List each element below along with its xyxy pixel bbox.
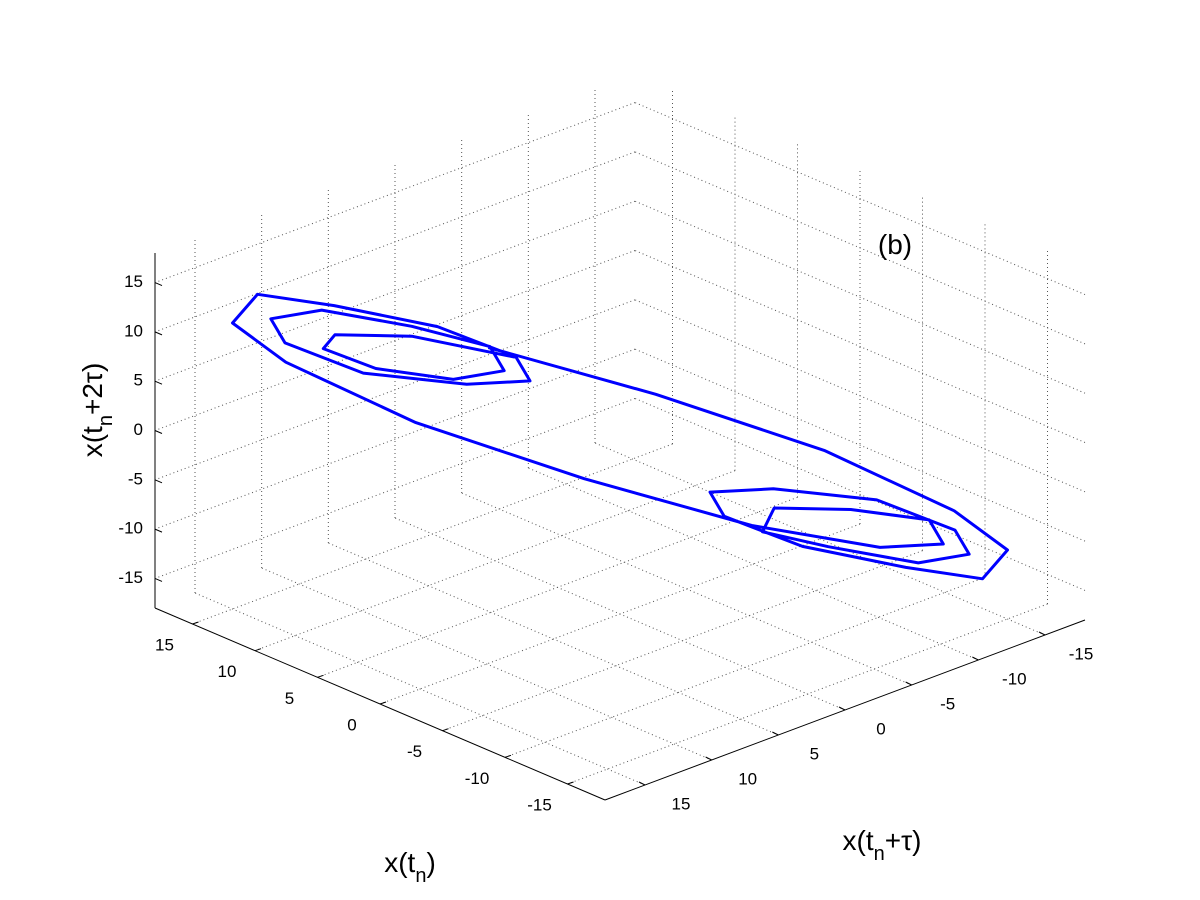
grid-line	[154, 250, 636, 431]
z-tick-label: 15	[124, 272, 143, 291]
z-tick-label: -15	[118, 568, 143, 587]
tick-mark	[905, 681, 912, 686]
tick-mark	[254, 648, 262, 652]
x-axis-label: x(tn)	[384, 847, 436, 887]
z-tick-label: 0	[134, 420, 143, 439]
tick-mark	[1038, 631, 1046, 636]
tick-mark	[638, 781, 646, 786]
grid-line	[634, 102, 1086, 296]
x-tick-label: 0	[347, 715, 356, 734]
label-part: +2τ)	[77, 363, 108, 415]
grid-line	[154, 151, 636, 333]
grid-line	[634, 250, 1086, 443]
tick-mark	[154, 577, 163, 582]
grid-line	[154, 397, 636, 579]
tick-mark	[154, 430, 163, 434]
grid-line	[461, 492, 912, 686]
grid-line	[154, 102, 636, 284]
grid-line	[634, 200, 1086, 394]
label-part: +τ)	[885, 825, 922, 856]
plot-area	[231, 292, 1009, 581]
label-part: x(t	[843, 825, 874, 856]
x-tick-label: 5	[285, 689, 294, 708]
y-axis-label: x(tn+τ)	[843, 825, 922, 865]
tick-mark	[154, 380, 163, 385]
tick-mark	[442, 728, 449, 732]
x-tick-label: 10	[218, 662, 237, 681]
x-tick-label: -10	[465, 769, 490, 788]
grid-line	[634, 348, 1086, 542]
label-part: x(t	[384, 847, 415, 878]
x-tick-label: -5	[407, 742, 422, 761]
grid-line	[634, 299, 1086, 493]
tick-mark	[154, 528, 163, 533]
grid-line	[154, 348, 636, 530]
x-tick-label: 15	[155, 635, 174, 654]
tick-mark	[154, 282, 163, 287]
z-tick-label: 10	[124, 321, 143, 340]
axes: -15 -10 -5 0 5 10 15 -15 -10 -5 0 5 10 15 -15 -10 -5 0 5 10…	[118, 253, 1093, 814]
grid-line	[634, 151, 1086, 345]
y-tick-label: 0	[876, 719, 885, 738]
tick-mark	[192, 621, 199, 625]
label-subscript: n	[415, 865, 426, 887]
z-tick-label: -10	[118, 519, 143, 538]
y-tick-label: -10	[1002, 669, 1027, 688]
annotation: (b)	[878, 229, 912, 260]
y-tick-label: -5	[940, 694, 955, 713]
grid-line	[154, 299, 636, 481]
grid	[154, 88, 1086, 786]
label-subscript: n	[95, 415, 117, 426]
tick-mark	[154, 479, 163, 484]
label-part: x(t	[77, 426, 108, 457]
tick-mark	[838, 706, 846, 711]
tick-mark	[504, 754, 512, 758]
tick-mark	[567, 781, 574, 785]
grid-line	[154, 200, 636, 382]
z-axis-label: x(tn+2τ)	[77, 363, 117, 458]
z-tick-label: 5	[134, 371, 143, 390]
grid-line	[328, 542, 779, 736]
tick-mark	[705, 756, 712, 761]
tick-mark	[772, 731, 779, 736]
grid-line	[394, 517, 846, 711]
y-tick-label: 10	[738, 769, 757, 788]
grid-line	[634, 397, 1086, 591]
label-subscript: n	[874, 843, 885, 865]
y-tick-label: -15	[1069, 644, 1094, 663]
grid-line	[594, 442, 1046, 636]
x-tick-label: -15	[527, 795, 552, 814]
z-tick-label: -5	[128, 469, 143, 488]
grid-line	[528, 467, 979, 661]
label-part: )	[426, 847, 435, 878]
trajectory	[231, 292, 1009, 581]
y-tick-label: 15	[672, 794, 691, 813]
tick-mark	[972, 656, 979, 661]
grid-line	[261, 567, 712, 761]
tick-mark	[379, 701, 387, 705]
tick-mark	[154, 331, 163, 336]
tick-mark	[317, 674, 324, 678]
grid-line	[194, 592, 646, 786]
y-tick-label: 5	[810, 744, 819, 763]
